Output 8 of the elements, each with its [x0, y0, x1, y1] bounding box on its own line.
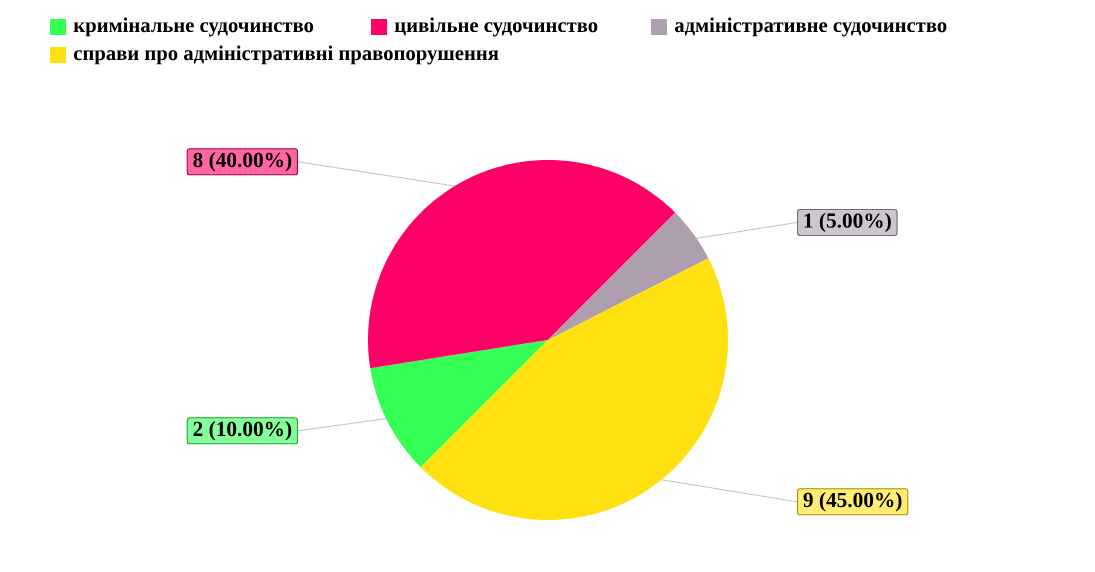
legend-label: адміністративне судочинство: [674, 17, 947, 37]
legend-label: справи про адміністративні правопорушення: [73, 45, 499, 65]
data-label: 8 (40.00%): [193, 152, 292, 172]
legend-label: цивільне судочинство: [394, 17, 598, 37]
data-label: 2 (10.00%): [193, 421, 292, 441]
legend-label: кримінальне судочинство: [73, 17, 314, 37]
data-label: 9 (45.00%): [803, 492, 902, 512]
data-label: 1 (5.00%): [804, 212, 891, 233]
